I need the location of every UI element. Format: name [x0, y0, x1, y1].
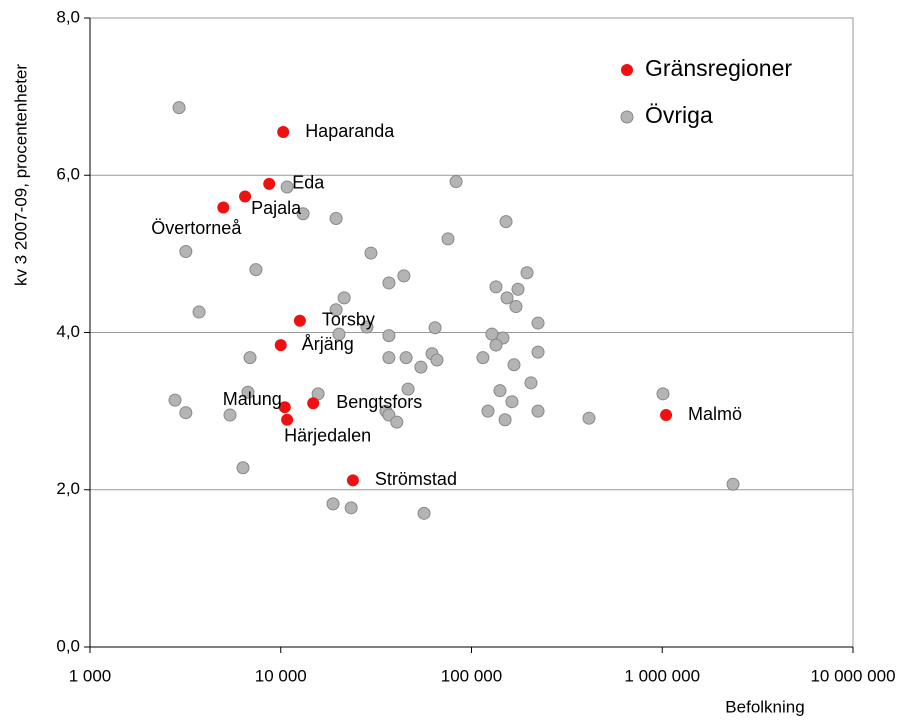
point [505, 395, 519, 409]
legend-marker [621, 64, 633, 76]
point-label: Årjäng [302, 334, 354, 354]
legend-label: Övriga [645, 102, 713, 128]
point [179, 245, 193, 259]
point-label: Härjedalen [284, 426, 371, 446]
point [500, 291, 514, 305]
point [293, 314, 306, 327]
point [726, 477, 740, 491]
point [401, 382, 415, 396]
legend-label: Gränsregioner [645, 55, 792, 81]
point [582, 411, 596, 425]
point [249, 263, 263, 277]
point-label: Pajala [251, 198, 302, 218]
point [449, 175, 463, 189]
point [346, 474, 359, 487]
point-label: Eda [292, 173, 325, 193]
point [476, 351, 490, 365]
point-label: Torsby [322, 309, 375, 329]
point [192, 305, 206, 319]
x-tick-label: 10 000 000 [810, 666, 895, 685]
x-tick-label: 100 000 [441, 666, 502, 685]
point [241, 385, 255, 399]
point [296, 207, 310, 221]
y-axis-label: kv 3 2007-09, procentenheter [11, 64, 30, 286]
point [493, 384, 507, 398]
y-tick-label: 2,0 [56, 479, 80, 498]
point [236, 461, 250, 475]
point [360, 320, 374, 334]
point [507, 358, 521, 372]
y-tick-label: 8,0 [56, 7, 80, 26]
point [329, 303, 343, 317]
x-tick-label: 1 000 000 [624, 666, 700, 685]
point [344, 501, 358, 515]
point [326, 497, 340, 511]
point [382, 276, 396, 290]
point [399, 351, 413, 365]
point [332, 327, 346, 341]
point [364, 246, 378, 260]
point [417, 506, 431, 520]
x-tick-label: 1 000 [69, 666, 112, 685]
point [397, 269, 411, 283]
point [481, 404, 495, 418]
point-label: Malmö [688, 404, 742, 424]
point [168, 393, 182, 407]
legend-marker [620, 110, 634, 124]
point [329, 211, 343, 225]
point [489, 280, 503, 294]
point [217, 201, 230, 214]
point [430, 353, 444, 367]
point [489, 338, 503, 352]
y-tick-label: 6,0 [56, 165, 80, 184]
point [280, 180, 294, 194]
point [337, 291, 351, 305]
point [243, 351, 257, 365]
point [524, 376, 538, 390]
point [485, 327, 499, 341]
point [239, 190, 252, 203]
point [263, 177, 276, 190]
point [531, 316, 545, 330]
point [498, 413, 512, 427]
point [390, 415, 404, 429]
x-tick-label: 10 000 [255, 666, 307, 685]
point [382, 351, 396, 365]
x-axis-label: Befolkning [725, 697, 804, 716]
point-label: Haparanda [305, 121, 395, 141]
point [172, 101, 186, 115]
point [277, 126, 290, 139]
point [531, 404, 545, 418]
point-label: Övertorneå [151, 218, 242, 238]
point [531, 345, 545, 359]
y-tick-label: 0,0 [56, 636, 80, 655]
point [520, 266, 534, 280]
y-tick-label: 4,0 [56, 322, 80, 341]
point [179, 406, 193, 420]
point [223, 408, 237, 422]
point-label: Bengtsfors [336, 392, 422, 412]
point [509, 300, 523, 314]
point [278, 401, 291, 414]
point [499, 215, 513, 229]
point [281, 413, 294, 426]
point [428, 321, 442, 335]
point [660, 409, 673, 422]
point-label: Strömstad [375, 469, 457, 489]
point-label: Malung [223, 389, 282, 409]
point [511, 282, 525, 296]
point [382, 329, 396, 343]
point [656, 387, 670, 401]
point [274, 339, 287, 352]
point [307, 397, 320, 410]
point [414, 360, 428, 374]
point [441, 232, 455, 246]
